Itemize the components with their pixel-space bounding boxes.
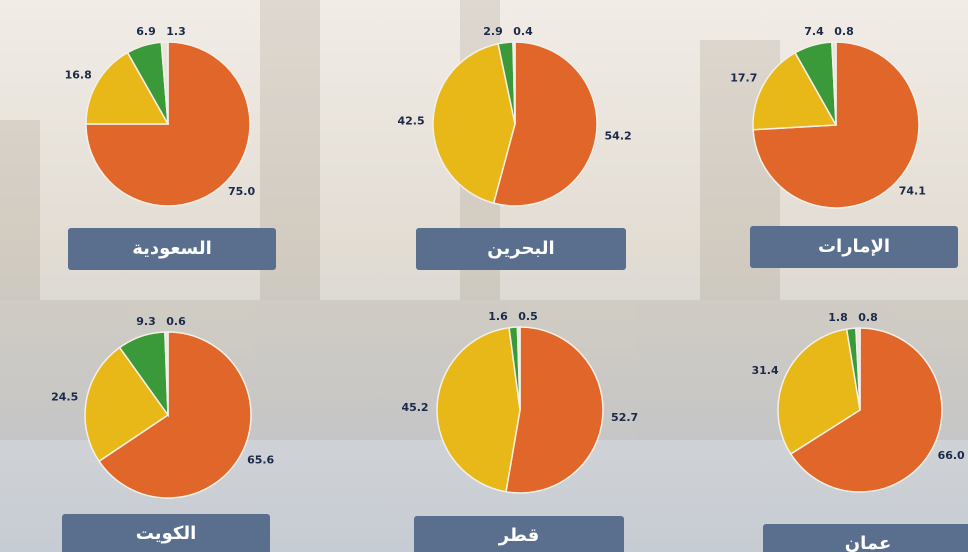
value-label: 45.2 bbox=[401, 401, 428, 414]
value-label: 7.4 bbox=[804, 25, 824, 38]
chart-title: البحرين bbox=[487, 238, 554, 259]
value-label: 65.6 bbox=[247, 454, 274, 467]
chart-title: عمان bbox=[845, 533, 892, 552]
chart-title: قطر bbox=[498, 525, 540, 546]
value-label: 2.9 bbox=[483, 25, 503, 38]
value-label: 74.1 bbox=[899, 185, 926, 198]
value-label: 0.6 bbox=[166, 315, 186, 328]
value-label: 52.7 bbox=[611, 411, 638, 424]
value-label: 0.4 bbox=[513, 25, 533, 38]
value-label: 75.0 bbox=[228, 185, 255, 198]
value-label: 1.3 bbox=[166, 25, 186, 38]
value-label: 54.2 bbox=[605, 130, 632, 143]
value-label: 42.5 bbox=[397, 114, 424, 127]
chart-title: الإمارات bbox=[818, 236, 890, 257]
chart: 75.0 16.8 6.9 1.3 السعودية 54.2 42.5 2.9 0.4 البح… bbox=[0, 0, 968, 552]
value-label: 0.8 bbox=[858, 311, 878, 324]
value-label: 16.8 bbox=[65, 69, 92, 82]
value-label: 6.9 bbox=[136, 25, 156, 38]
value-label: 24.5 bbox=[51, 391, 78, 404]
value-label: 0.8 bbox=[834, 25, 854, 38]
value-label: 9.3 bbox=[136, 315, 156, 328]
value-label: 17.7 bbox=[730, 72, 757, 85]
chart-title: السعودية bbox=[132, 238, 212, 259]
value-label: 1.6 bbox=[488, 310, 508, 323]
value-label: 31.4 bbox=[752, 364, 779, 377]
value-label: 0.5 bbox=[518, 310, 538, 323]
chart-title: الكويت bbox=[136, 523, 197, 544]
value-label: 1.8 bbox=[828, 311, 848, 324]
page: 75.0 16.8 6.9 1.3 السعودية 54.2 42.5 2.9 0.4 البح… bbox=[0, 0, 968, 552]
value-label: 66.0 bbox=[938, 449, 965, 462]
